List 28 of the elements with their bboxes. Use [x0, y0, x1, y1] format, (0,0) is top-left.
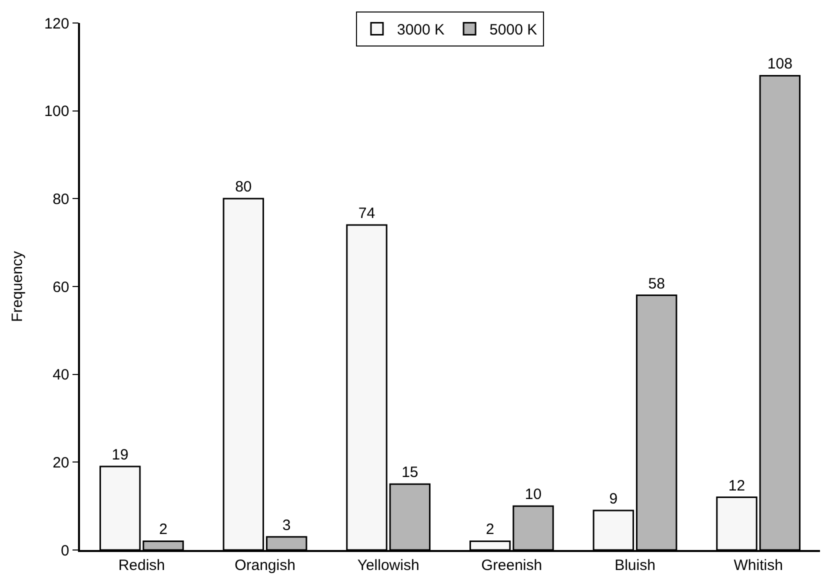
y-tick-label: 60 — [52, 278, 70, 296]
data-label: 2 — [486, 521, 494, 538]
legend-label: 3000 K — [397, 22, 445, 39]
x-tick-label: Orangish — [234, 556, 296, 574]
data-label: 19 — [112, 446, 128, 464]
y-tick-label: 100 — [44, 103, 70, 120]
y-tick-label: 0 — [60, 542, 70, 560]
data-label: 2 — [159, 521, 168, 538]
y-tick-label: 20 — [52, 454, 70, 472]
data-label: 74 — [358, 205, 376, 222]
x-tick-label: Greenish — [481, 556, 542, 574]
data-label: 108 — [767, 56, 792, 73]
data-label: 80 — [235, 178, 252, 196]
x-tick-label: Whitish — [734, 556, 783, 574]
x-tick-label: Yellowish — [357, 556, 420, 574]
legend-label: 5000 K — [490, 22, 538, 39]
data-label: 10 — [524, 486, 542, 504]
data-label: 9 — [609, 490, 618, 508]
data-label: 58 — [648, 275, 665, 292]
x-tick-label: Bluish — [614, 556, 656, 574]
y-tick-label: 40 — [52, 366, 70, 384]
y-tick-label: 80 — [52, 190, 70, 208]
y-tick-label: 120 — [44, 15, 70, 32]
y-axis-title: Frequency — [8, 250, 26, 322]
data-label: 15 — [402, 464, 418, 482]
data-label: 12 — [728, 477, 746, 494]
x-tick-label: Redish — [118, 556, 166, 574]
data-label: 3 — [282, 516, 291, 534]
